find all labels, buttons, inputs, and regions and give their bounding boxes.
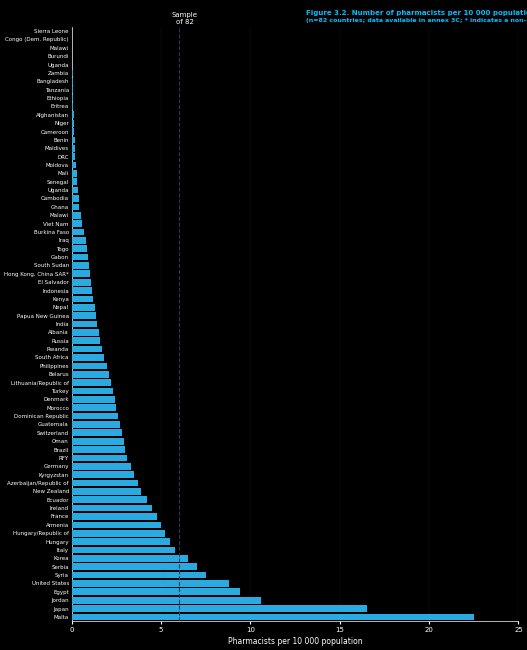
Bar (72, 229, 84, 235)
Bar (72, 446, 125, 453)
Bar (72, 270, 91, 277)
Bar (72, 111, 74, 118)
Bar (72, 379, 111, 386)
Bar (72, 145, 75, 151)
Bar (72, 279, 91, 285)
Bar (72, 530, 164, 537)
Bar (72, 220, 82, 227)
Bar (72, 597, 261, 604)
Bar (72, 329, 99, 336)
Bar (72, 170, 77, 177)
X-axis label: Pharmacists per 10 000 population: Pharmacists per 10 000 population (228, 637, 363, 646)
Bar (72, 237, 86, 244)
Bar (72, 312, 96, 319)
Bar (72, 404, 116, 411)
Bar (72, 430, 122, 436)
Bar (72, 463, 131, 470)
Bar (72, 555, 188, 562)
Bar (72, 162, 76, 168)
Bar (72, 337, 100, 344)
Bar (72, 354, 104, 361)
Bar (72, 421, 120, 428)
Bar (72, 78, 73, 84)
Bar (72, 287, 92, 294)
Bar (72, 254, 88, 261)
Bar (72, 614, 474, 620)
Bar (72, 387, 113, 395)
Bar (72, 296, 93, 302)
Bar (72, 513, 158, 520)
Bar (72, 178, 77, 185)
Bar (72, 564, 197, 570)
Bar (72, 605, 367, 612)
Bar (72, 363, 108, 369)
Bar (72, 521, 161, 528)
Bar (72, 438, 123, 445)
Bar (72, 212, 81, 218)
Bar (72, 346, 102, 352)
Bar (72, 103, 73, 110)
Bar (72, 480, 138, 486)
Bar (72, 245, 87, 252)
Bar (72, 128, 74, 135)
Bar (72, 454, 127, 462)
Bar (72, 120, 74, 127)
Bar (72, 304, 95, 311)
Bar (72, 505, 152, 512)
Bar (72, 95, 73, 101)
Bar (72, 488, 141, 495)
Bar (72, 153, 75, 160)
Bar (72, 262, 89, 269)
Bar (72, 572, 206, 578)
Bar (72, 86, 73, 93)
Text: (n=82 countries; data available in annex 3C; * indicates a non-sovereign state): (n=82 countries; data available in annex… (306, 18, 527, 23)
Bar (72, 580, 229, 587)
Bar (72, 371, 109, 378)
Bar (72, 413, 118, 419)
Bar (72, 70, 73, 76)
Bar (72, 547, 175, 553)
Bar (72, 136, 74, 143)
Bar (72, 588, 240, 595)
Bar (72, 195, 79, 202)
Bar (72, 497, 147, 503)
Bar (72, 471, 134, 478)
Bar (72, 203, 80, 210)
Bar (72, 320, 97, 328)
Bar (72, 396, 114, 403)
Bar (72, 187, 78, 194)
Text: Figure 3.2. Number of pharmacists per 10 000 population: Figure 3.2. Number of pharmacists per 10… (306, 10, 527, 16)
Text: Sample
of 82: Sample of 82 (171, 12, 198, 25)
Bar (72, 538, 170, 545)
